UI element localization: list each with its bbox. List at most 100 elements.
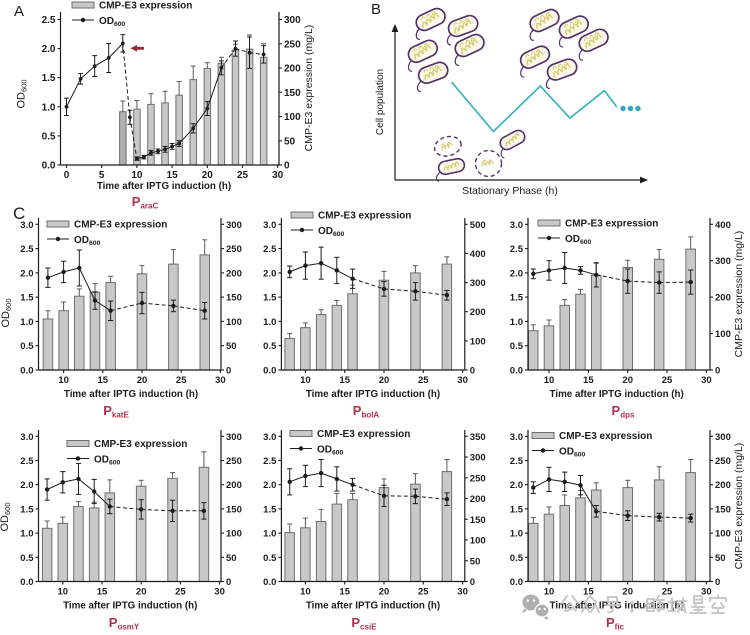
svg-text:OD600: OD600 bbox=[94, 455, 121, 467]
svg-text:OD600: OD600 bbox=[565, 234, 592, 246]
svg-text:OD600: OD600 bbox=[16, 79, 29, 108]
svg-text:1.0: 1.0 bbox=[20, 317, 33, 328]
svg-text:100: 100 bbox=[284, 112, 301, 123]
svg-text:400: 400 bbox=[715, 220, 731, 231]
svg-text:10: 10 bbox=[58, 375, 69, 386]
svg-text:2.5: 2.5 bbox=[20, 456, 34, 467]
svg-text:10: 10 bbox=[544, 587, 555, 598]
svg-text:15: 15 bbox=[583, 587, 594, 598]
svg-text:15: 15 bbox=[98, 375, 109, 386]
svg-text:0.0: 0.0 bbox=[263, 366, 276, 377]
svg-text:CMP-E3 expression: CMP-E3 expression bbox=[94, 439, 187, 450]
svg-text:20: 20 bbox=[202, 170, 214, 181]
svg-text:150: 150 bbox=[226, 504, 242, 515]
svg-text:50: 50 bbox=[226, 341, 237, 352]
svg-text:300: 300 bbox=[470, 278, 486, 289]
svg-text:2.0: 2.0 bbox=[263, 268, 276, 279]
svg-text:OD600: OD600 bbox=[0, 298, 13, 327]
svg-text:2.5: 2.5 bbox=[510, 456, 524, 467]
svg-text:30: 30 bbox=[215, 375, 226, 386]
svg-text:2.0: 2.0 bbox=[20, 480, 33, 491]
svg-text:20: 20 bbox=[622, 587, 633, 598]
svg-text:0.5: 0.5 bbox=[42, 131, 56, 142]
svg-text:Time after IPTG induction (h): Time after IPTG induction (h) bbox=[550, 389, 684, 400]
svg-text:1.5: 1.5 bbox=[263, 504, 277, 515]
svg-text:1.5: 1.5 bbox=[20, 293, 34, 304]
svg-text:OD600: OD600 bbox=[74, 235, 101, 247]
svg-text:CMP-E3 expression: CMP-E3 expression bbox=[74, 220, 167, 231]
svg-text:400: 400 bbox=[470, 249, 486, 260]
svg-text:2.5: 2.5 bbox=[263, 456, 277, 467]
svg-text:2.0: 2.0 bbox=[263, 480, 276, 491]
svg-text:10: 10 bbox=[131, 170, 143, 181]
svg-text:Time after IPTG induction (h): Time after IPTG induction (h) bbox=[64, 389, 198, 400]
svg-text:1.0: 1.0 bbox=[510, 317, 523, 328]
svg-text:OD600: OD600 bbox=[317, 445, 344, 457]
svg-text:200: 200 bbox=[226, 268, 242, 279]
svg-text:20: 20 bbox=[379, 375, 390, 386]
svg-text:2.5: 2.5 bbox=[510, 244, 524, 255]
svg-text:0.0: 0.0 bbox=[263, 577, 276, 588]
svg-text:10: 10 bbox=[300, 375, 311, 386]
svg-text:150: 150 bbox=[470, 515, 486, 526]
svg-text:15: 15 bbox=[167, 170, 179, 181]
svg-text:15: 15 bbox=[97, 587, 108, 598]
svg-text:200: 200 bbox=[226, 480, 242, 491]
svg-text:15: 15 bbox=[339, 587, 350, 598]
svg-text:3.0: 3.0 bbox=[510, 220, 523, 231]
svg-text:250: 250 bbox=[226, 456, 242, 467]
svg-text:10: 10 bbox=[58, 587, 69, 598]
svg-text:1.5: 1.5 bbox=[20, 504, 34, 515]
svg-text:1.5: 1.5 bbox=[510, 293, 524, 304]
svg-text:OD600: OD600 bbox=[318, 226, 345, 238]
svg-text:250: 250 bbox=[284, 39, 301, 50]
svg-text:Time after IPTG induction (h): Time after IPTG induction (h) bbox=[306, 601, 440, 612]
svg-text:30: 30 bbox=[701, 587, 712, 598]
svg-text:30: 30 bbox=[457, 587, 468, 598]
svg-text:250: 250 bbox=[715, 456, 731, 467]
svg-text:0.0: 0.0 bbox=[510, 366, 523, 377]
svg-text:B: B bbox=[371, 1, 381, 18]
svg-text:50: 50 bbox=[226, 553, 237, 564]
svg-text:100: 100 bbox=[470, 536, 486, 547]
svg-text:Time after IPTG induction (h): Time after IPTG induction (h) bbox=[306, 389, 440, 400]
svg-text:20: 20 bbox=[137, 375, 148, 386]
svg-text:0: 0 bbox=[226, 366, 231, 377]
svg-text:150: 150 bbox=[284, 88, 301, 99]
svg-text:1.0: 1.0 bbox=[42, 102, 56, 113]
svg-text:300: 300 bbox=[226, 220, 242, 231]
svg-text:0.5: 0.5 bbox=[263, 341, 277, 352]
svg-text:20: 20 bbox=[622, 375, 633, 386]
svg-text:25: 25 bbox=[175, 587, 186, 598]
svg-text:10: 10 bbox=[544, 375, 555, 386]
svg-text:1.5: 1.5 bbox=[510, 504, 524, 515]
svg-text:25: 25 bbox=[237, 170, 249, 181]
svg-text:250: 250 bbox=[226, 244, 242, 255]
svg-text:50: 50 bbox=[470, 556, 481, 567]
svg-text:25: 25 bbox=[176, 375, 187, 386]
svg-text:1.5: 1.5 bbox=[263, 293, 277, 304]
svg-text:0.0: 0.0 bbox=[20, 577, 33, 588]
svg-text:1.0: 1.0 bbox=[20, 529, 33, 540]
svg-text:25: 25 bbox=[662, 375, 673, 386]
svg-text:Time after IPTG induction (h): Time after IPTG induction (h) bbox=[63, 601, 197, 612]
svg-text:100: 100 bbox=[715, 529, 731, 540]
svg-text:3.0: 3.0 bbox=[20, 432, 33, 443]
svg-text:0: 0 bbox=[715, 577, 720, 588]
svg-text:1.0: 1.0 bbox=[510, 529, 523, 540]
svg-text:50: 50 bbox=[284, 136, 296, 147]
svg-text:OD600: OD600 bbox=[559, 447, 586, 459]
svg-text:300: 300 bbox=[715, 432, 731, 443]
svg-text:200: 200 bbox=[715, 480, 731, 491]
svg-text:0.0: 0.0 bbox=[20, 366, 33, 377]
svg-text:5: 5 bbox=[99, 170, 105, 181]
svg-text:10: 10 bbox=[300, 587, 311, 598]
svg-text:0: 0 bbox=[64, 170, 70, 181]
svg-text:15: 15 bbox=[583, 375, 594, 386]
svg-text:1.0: 1.0 bbox=[263, 529, 276, 540]
svg-text:2.0: 2.0 bbox=[20, 268, 33, 279]
svg-text:25: 25 bbox=[662, 587, 673, 598]
svg-text:15: 15 bbox=[339, 375, 350, 386]
svg-text:CMP-E3 expression: CMP-E3 expression bbox=[559, 431, 652, 442]
svg-text:CMP-E3 expression (mg/L): CMP-E3 expression (mg/L) bbox=[303, 25, 315, 152]
